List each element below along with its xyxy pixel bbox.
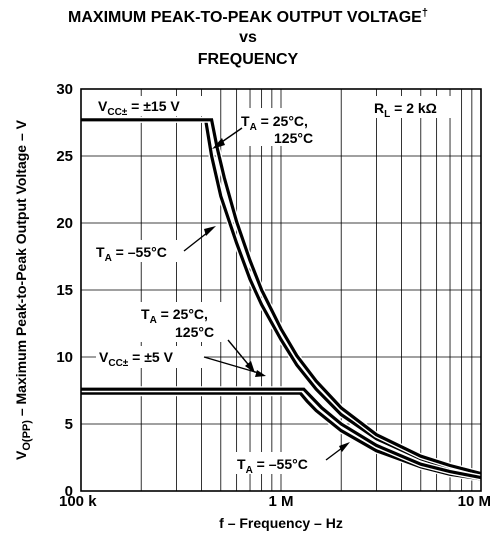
- y-tick-label: 20: [56, 215, 73, 232]
- arrow-vcc5: [203, 356, 263, 375]
- title-dagger: †: [422, 7, 428, 19]
- y-tick-label: 15: [56, 282, 73, 299]
- x-tick-label: 100 k: [59, 493, 97, 510]
- y-tick-label: 0: [65, 483, 73, 500]
- annotation-vcc15: VCC± = ±15 V: [94, 96, 214, 118]
- arrowhead-ta-hot-top: [212, 138, 225, 149]
- annotation-ta-cold-top: TA = –55°C: [94, 240, 184, 264]
- annotation-vcc5: VCC± = ±5 V: [96, 346, 204, 369]
- chart-title-line2: vs: [239, 29, 257, 46]
- annotation-rl: RL = 2 kΩ: [370, 96, 456, 120]
- series-4-line: [81, 387, 482, 480]
- annotation-ta-cold-bot: TA = –55°C: [234, 452, 326, 476]
- chart-title-line3: FREQUENCY: [198, 51, 299, 68]
- arrowhead-vcc5: [255, 370, 266, 377]
- arrowhead-ta-hot-bot: [245, 361, 255, 373]
- plot-frame: [80, 88, 482, 492]
- x-tick-label: 10 M: [458, 493, 491, 510]
- leader-arrows: [183, 127, 350, 461]
- svg-text:TA = 25°C,: TA = 25°C,: [141, 306, 208, 326]
- y-tick-label: 10: [56, 349, 73, 366]
- svg-text:VCC± = ±5 V: VCC± = ±5 V: [99, 349, 174, 369]
- svg-text:RL = 2 kΩ: RL = 2 kΩ: [374, 100, 437, 120]
- x-tick-label: 1 M: [268, 493, 293, 510]
- svg-text:TA = –55°C: TA = –55°C: [96, 244, 167, 264]
- svg-text:TA = 25°C,: TA = 25°C,: [241, 113, 308, 133]
- arrowhead-ta-cold-top: [204, 226, 216, 236]
- curves: [81, 116, 482, 482]
- arrowhead-ta-cold-bot: [339, 442, 350, 452]
- x-axis-label: f – Frequency – Hz: [219, 515, 343, 531]
- series-2-line: [81, 118, 482, 476]
- y-tick-label: 30: [56, 81, 73, 98]
- y-tick-label: 5: [65, 416, 73, 433]
- svg-text:VCC± = ±15 V: VCC± = ±15 V: [98, 98, 180, 118]
- annotation-ta-hot-bot: TA = 25°C, 125°C: [138, 302, 228, 342]
- svg-text:125°C: 125°C: [175, 324, 214, 340]
- y-axis-label: VO(PP) – Maximum Peak-to-Peak Output Vol…: [13, 119, 33, 460]
- svg-text:125°C: 125°C: [274, 130, 313, 146]
- svg-text:TA = –55°C: TA = –55°C: [237, 456, 308, 476]
- grid: [81, 89, 481, 491]
- y-tick-label: 25: [56, 148, 73, 165]
- chart-title-line1: MAXIMUM PEAK-TO-PEAK OUTPUT VOLTAGE†: [68, 7, 428, 26]
- annotation-ta-hot-top: TA = 25°C, 125°C: [238, 108, 332, 146]
- tick-labels: 0 5 10 15 20 25 30 100 k 1 M 10 M: [56, 81, 491, 510]
